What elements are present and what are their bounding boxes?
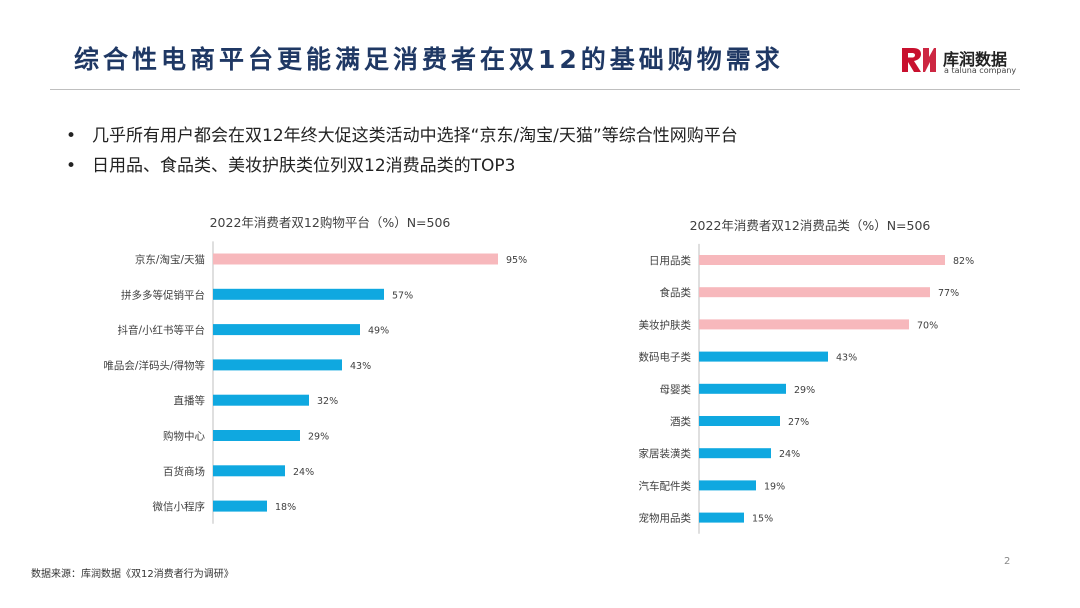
page-title: 综合性电商平台更能满足消费者在双12的基础购物需求 (74, 45, 784, 74)
data-label: 27% (788, 417, 809, 428)
logo-name: 库润数据 (943, 50, 1008, 69)
bullet-dot-icon: • (66, 126, 77, 146)
data-label: 43% (350, 361, 371, 372)
category-label: 美妆护肤类 (639, 318, 692, 331)
data-label: 77% (938, 288, 959, 299)
bar (213, 324, 360, 336)
bar (699, 351, 828, 362)
logo-mark-icon (902, 48, 936, 72)
data-label: 19% (764, 481, 785, 492)
category-label: 拼多多等促销平台 (121, 288, 205, 301)
bar (213, 288, 384, 300)
data-label: 15% (752, 514, 773, 525)
bullet-item: • 几乎所有用户都会在双12年终大促这类活动中选择“京东/淘宝/天猫”等综合性网购… (66, 121, 738, 151)
data-label: 43% (836, 353, 857, 364)
logo-tagline: a taluna company (944, 66, 1017, 75)
bar (699, 383, 786, 394)
category-label: 日用品类 (649, 254, 691, 267)
category-label: 汽车配件类 (639, 479, 692, 492)
bar (699, 448, 771, 459)
chart-title-category: 2022年消费者双12消费品类（%）N=506 (689, 218, 931, 233)
data-label: 29% (308, 432, 329, 443)
data-label: 18% (275, 502, 296, 513)
bullet-text: 日用品、食品类、美妆护肤类位列双12消费品类的TOP3 (92, 156, 516, 176)
category-label: 酒类 (670, 415, 691, 428)
bullet-dot-icon: • (66, 156, 77, 176)
bar (699, 512, 744, 523)
category-label: 宠物用品类 (639, 512, 692, 525)
data-label: 32% (317, 396, 338, 407)
bar (699, 480, 756, 491)
category-label: 百货商场 (163, 465, 205, 478)
category-label: 微信小程序 (153, 500, 206, 513)
bar (699, 416, 780, 426)
data-source-note: 数据来源：库润数据《双12消费者行为调研》 (31, 569, 234, 580)
bar (699, 287, 930, 298)
data-label: 24% (293, 467, 314, 478)
bar (213, 430, 300, 441)
bullet-list: • 几乎所有用户都会在双12年终大促这类活动中选择“京东/淘宝/天猫”等综合性网购… (66, 121, 738, 181)
data-label: 29% (794, 385, 815, 396)
category-label: 抖音/小红书等平台 (117, 324, 205, 337)
data-label: 24% (779, 449, 800, 460)
category-label: 母婴类 (660, 383, 692, 396)
category-label: 购物中心 (163, 430, 205, 443)
data-label: 82% (953, 256, 974, 267)
category-label: 唯品会/洋码头/得物等 (103, 359, 205, 372)
data-label: 49% (368, 326, 389, 337)
bar (699, 255, 945, 265)
header-divider (50, 89, 1020, 90)
page-number: 2 (1004, 556, 1011, 567)
bar (213, 465, 285, 477)
category-label: 家居装潢类 (639, 447, 692, 460)
data-label: 95% (506, 255, 527, 266)
category-label: 数码电子类 (639, 351, 692, 364)
category-bar-chart: 日用品类 82% 食品类 77% 美妆护肤类 70% 数码电子类 43% 母婴类 29% 酒类 27%… (639, 243, 974, 534)
company-logo: 库润数据 a taluna company (900, 44, 1030, 78)
bar (213, 253, 498, 265)
data-label: 57% (392, 290, 413, 301)
data-label: 70% (917, 320, 938, 331)
bar (699, 319, 909, 330)
bar (213, 394, 309, 406)
bar (213, 500, 267, 512)
chart-title-platform: 2022年消费者双12购物平台（%）N=506 (209, 215, 451, 230)
category-label: 京东/淘宝/天猫 (135, 253, 205, 266)
bullet-item: • 日用品、食品类、美妆护肤类位列双12消费品类的TOP3 (66, 151, 738, 181)
category-label: 直播等 (174, 394, 206, 407)
platform-bar-chart: 京东/淘宝/天猫 95% 拼多多等促销平台 57% 抖音/小红书等平台 49% 唯品会/洋码… (103, 241, 527, 524)
bar (213, 359, 342, 371)
bullet-text: 几乎所有用户都会在双12年终大促这类活动中选择“京东/淘宝/天猫”等综合性网购平… (92, 126, 738, 146)
category-label: 食品类 (660, 286, 692, 299)
